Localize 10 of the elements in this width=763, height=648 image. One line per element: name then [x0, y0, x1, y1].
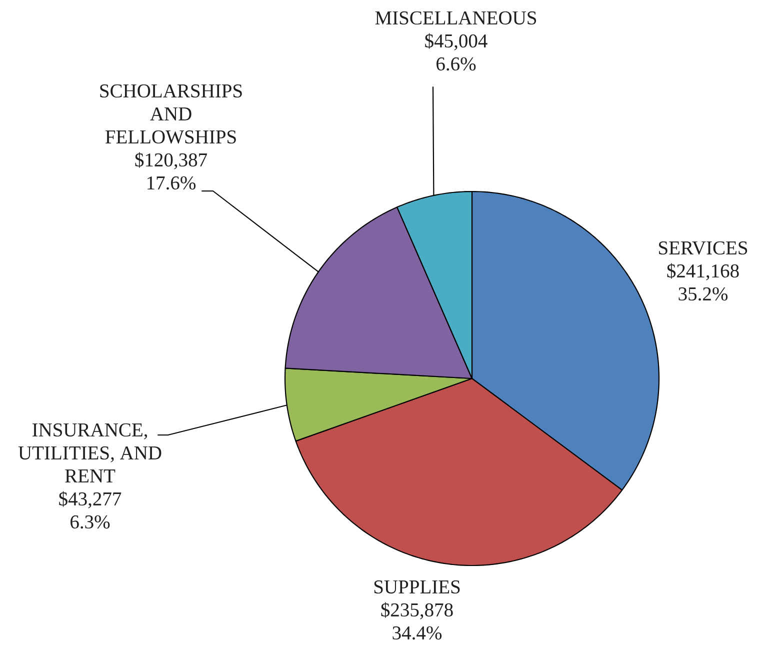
slice-label: INSURANCE, UTILITIES, AND RENT [18, 423, 162, 482]
slice-label: MISCELLANEOUS [375, 11, 536, 25]
data-label: $241,168 35.2% [667, 263, 739, 301]
slice-label: SERVICES [659, 241, 748, 255]
slice-label: SCHOLARSHIPS AND FELLOWSHIPS [100, 84, 242, 144]
slice-label: SUPPLIES [374, 580, 460, 594]
data-label: $235,878 34.4% [381, 602, 453, 640]
data-label: $45,004 6.6% [425, 33, 488, 71]
data-label: $43,277 6.3% [59, 491, 122, 529]
data-label: $120,387 17.6% [135, 152, 207, 190]
